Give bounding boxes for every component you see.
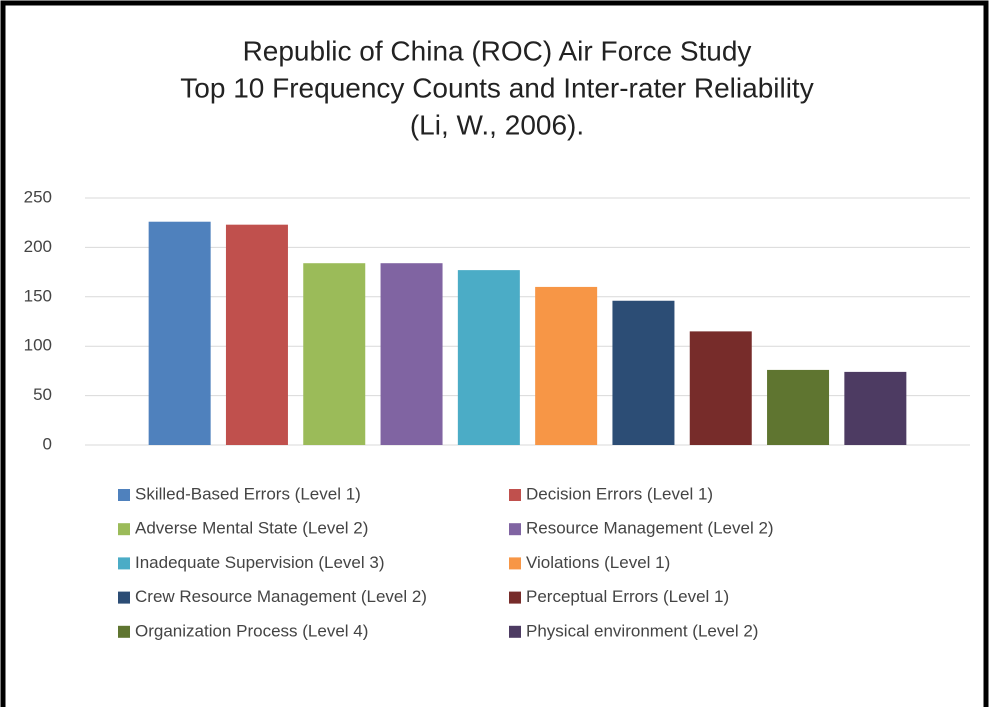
legend-swatch [118,523,130,536]
legend-swatch [118,625,130,638]
bar [535,286,598,445]
y-tick-label: 250 [24,187,52,206]
legend-label: Perceptual Errors (Level 1) [526,587,729,606]
legend-swatch [509,591,521,604]
legend-swatch [509,523,521,536]
legend-label: Organization Process (Level 4) [135,621,368,640]
bar [767,369,830,445]
bar [457,270,520,445]
legend-label: Crew Resource Management (Level 2) [135,587,427,606]
bar [844,371,907,445]
legend-swatch [118,591,130,604]
bar [225,224,288,445]
legend-label: Resource Management (Level 2) [526,519,774,538]
legend-label: Inadequate Supervision (Level 3) [135,553,385,572]
legend-label: Skilled-Based Errors (Level 1) [135,484,361,503]
legend-label: Violations (Level 1) [526,553,670,572]
legend-swatch [509,557,521,570]
y-tick-label: 150 [24,286,52,305]
legend-label: Decision Errors (Level 1) [526,484,713,503]
chart-title: Republic of China (ROC) Air Force Study [243,35,752,66]
chart-title: Top 10 Frequency Counts and Inter-rater … [180,72,813,103]
legend-swatch [118,489,130,501]
y-tick-label: 100 [24,336,52,355]
bar [380,263,443,445]
legend-label: Adverse Mental State (Level 2) [135,519,368,538]
bar [689,331,752,445]
y-tick-label: 200 [24,237,52,256]
bar [612,300,675,445]
legend-swatch [509,489,521,501]
chart-title: (Li, W., 2006). [410,109,584,140]
y-tick-label: 0 [43,434,52,453]
legend-swatch [118,557,130,570]
y-tick-label: 50 [33,385,52,404]
bar [148,221,211,445]
legend-label: Physical environment (Level 2) [526,621,758,640]
bar [303,263,366,445]
legend-swatch [509,625,521,638]
